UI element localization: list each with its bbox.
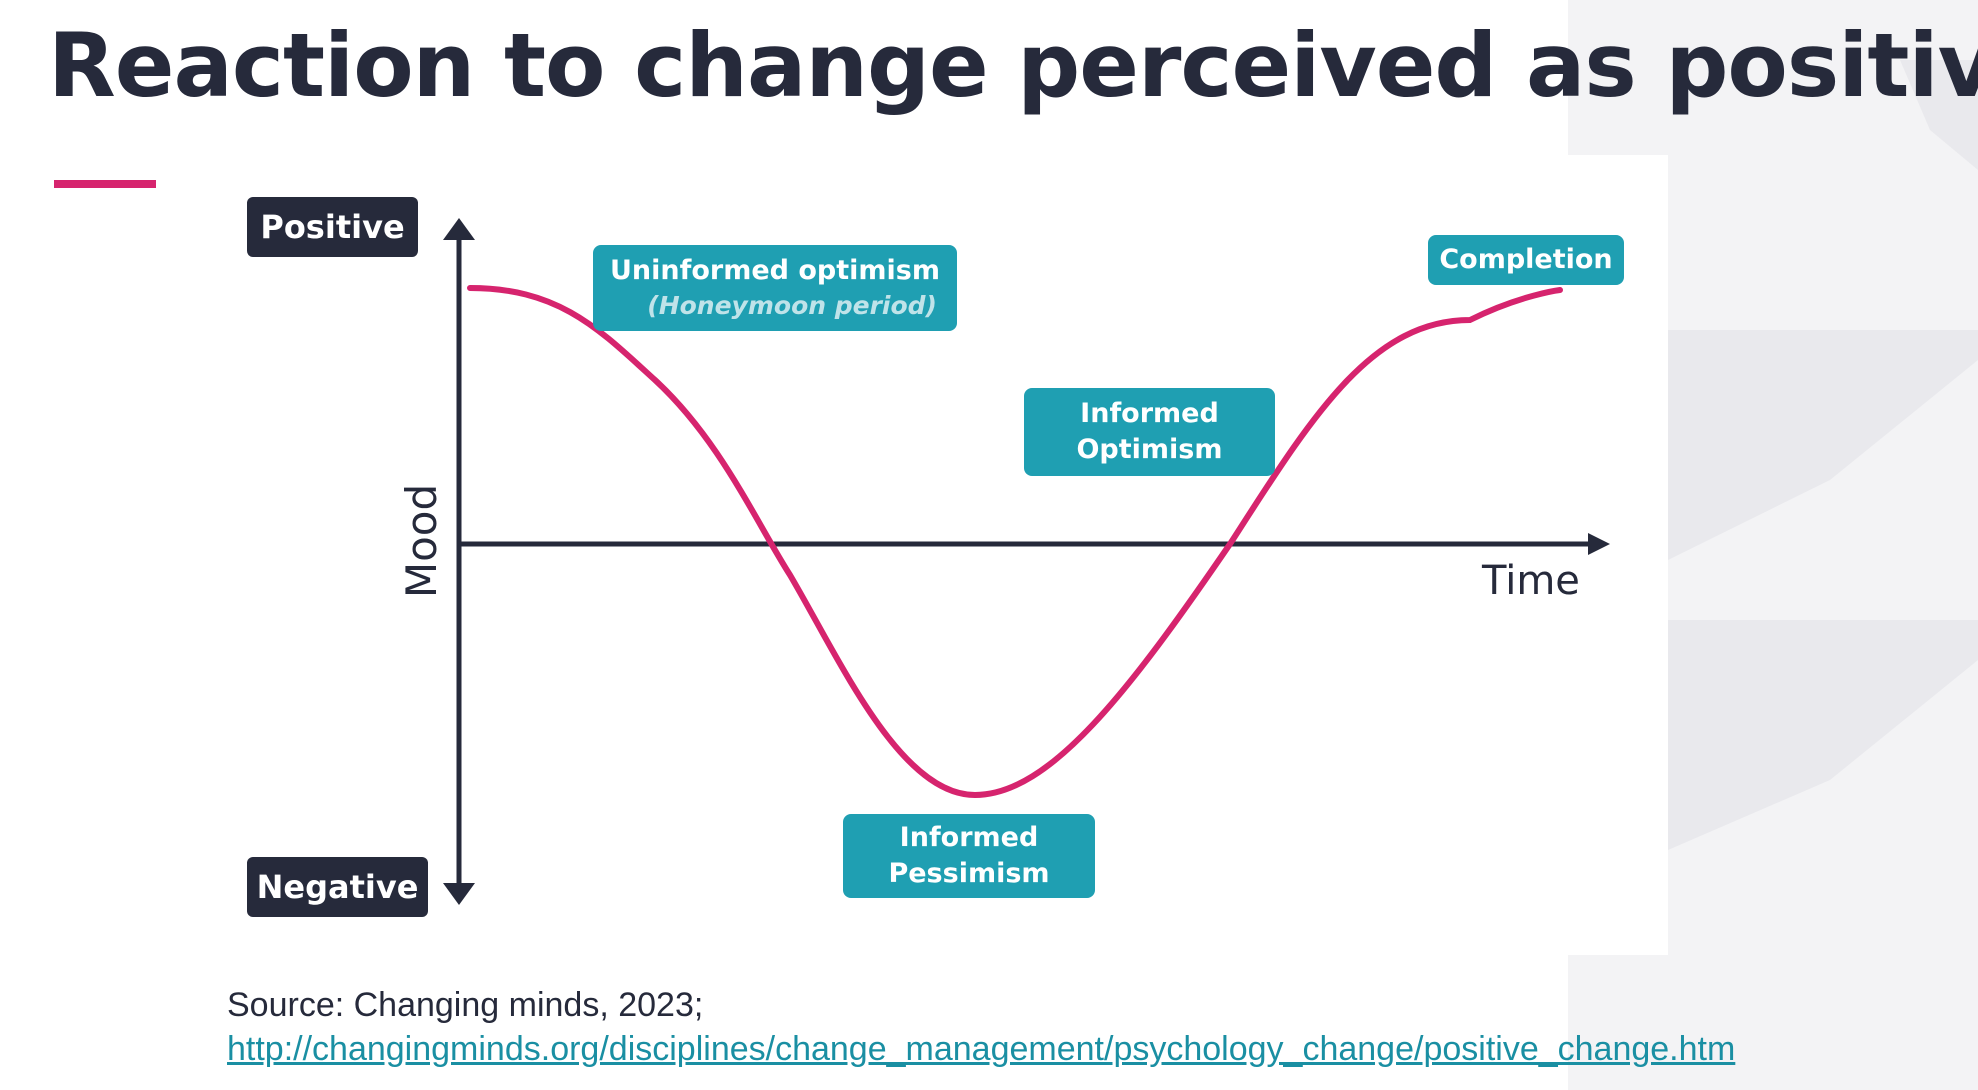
y-axis-arrow-down bbox=[443, 883, 475, 905]
background-chevron-shape bbox=[1668, 620, 1978, 850]
background-chevron-shape bbox=[1900, 60, 1978, 170]
stage-uninformed-optimism: Uninformed optimism (Honeymoon period) bbox=[593, 245, 957, 331]
mood-curve bbox=[467, 285, 1563, 799]
stage-informed-optimism: Informed Optimism bbox=[1024, 388, 1275, 476]
stage-title: Uninformed optimism bbox=[609, 254, 941, 286]
source-link[interactable]: http://changingminds.org/disciplines/cha… bbox=[227, 1030, 1736, 1068]
stage-title-line1: Informed bbox=[1080, 397, 1219, 429]
y-axis-label: Mood bbox=[397, 483, 446, 599]
negative-label: Negative bbox=[256, 868, 419, 906]
stage-title-line2: Optimism bbox=[1076, 434, 1223, 465]
background-chevron-shape bbox=[1668, 330, 1978, 560]
source-citation: Source: Changing minds, 2023; bbox=[227, 986, 704, 1024]
negative-label-badge: Negative bbox=[247, 857, 428, 917]
y-axis-arrow-up bbox=[443, 218, 475, 240]
x-axis-arrow bbox=[1588, 533, 1610, 555]
title-accent-bar bbox=[54, 180, 156, 188]
slide-title: Reaction to change perceived as positive bbox=[48, 14, 1978, 117]
stage-title-line2: Pessimism bbox=[888, 858, 1050, 889]
stage-title: Completion bbox=[1439, 243, 1613, 275]
stage-title-line1: Informed bbox=[899, 821, 1039, 853]
background-content-area bbox=[1568, 155, 1668, 955]
x-axis-label: Time bbox=[1482, 558, 1580, 604]
positive-label: Positive bbox=[260, 208, 405, 246]
positive-label-badge: Positive bbox=[247, 197, 418, 257]
stage-subtitle: (Honeymoon period) bbox=[647, 291, 937, 321]
stage-informed-pessimism: Informed Pessimism bbox=[843, 814, 1095, 898]
stage-completion: Completion bbox=[1428, 235, 1624, 285]
